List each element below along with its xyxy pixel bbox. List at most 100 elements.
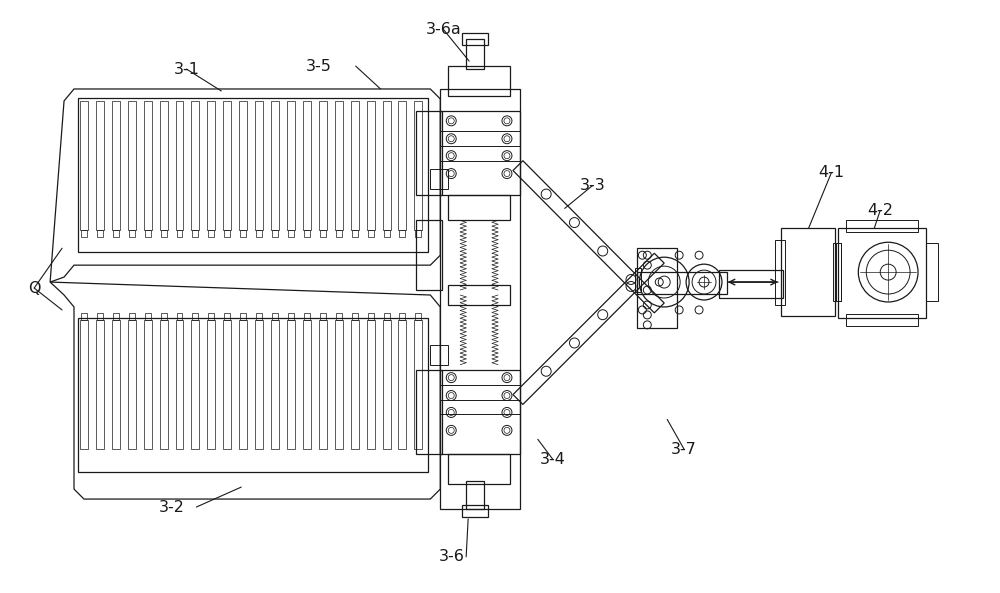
Bar [637, 248, 677, 328]
Bar [113, 230, 119, 237]
Bar [383, 101, 391, 230]
Bar [191, 101, 199, 230]
Bar [207, 320, 215, 449]
Bar [288, 230, 294, 237]
Bar [207, 101, 215, 230]
Bar [176, 320, 183, 449]
Bar [351, 320, 359, 449]
Bar [775, 240, 785, 305]
Bar [719, 270, 783, 298]
Bar [128, 101, 136, 230]
Text: Q: Q [28, 280, 40, 295]
Bar [144, 101, 152, 230]
Bar [415, 230, 421, 237]
Bar [160, 320, 168, 449]
Bar [352, 313, 358, 320]
Bar [81, 313, 87, 320]
Bar [336, 313, 342, 320]
Bar [208, 313, 214, 320]
Bar [177, 313, 182, 320]
Bar [240, 230, 246, 237]
Bar [335, 101, 343, 230]
Text: 3-5: 3-5 [306, 59, 332, 74]
Bar [430, 168, 448, 189]
Bar [112, 320, 120, 449]
Bar [240, 313, 246, 320]
Bar [208, 230, 214, 237]
Bar [440, 111, 520, 196]
Bar [416, 111, 442, 196]
Bar [368, 313, 374, 320]
Bar [384, 313, 390, 320]
Bar [833, 243, 841, 301]
Bar [383, 320, 391, 449]
Bar [352, 230, 358, 237]
Bar [462, 33, 488, 45]
Bar [192, 230, 198, 237]
Text: 3-2: 3-2 [159, 499, 184, 515]
Bar [161, 313, 167, 320]
Bar [367, 101, 375, 230]
Bar [398, 101, 406, 230]
Bar [223, 320, 231, 449]
Bar [440, 369, 520, 454]
Bar [255, 320, 263, 449]
Bar [255, 101, 263, 230]
Bar [838, 228, 926, 318]
Text: 4-1: 4-1 [818, 165, 845, 180]
Bar [466, 39, 484, 69]
Bar [144, 320, 152, 449]
Bar [191, 320, 199, 449]
Bar [462, 505, 488, 517]
Bar [836, 243, 841, 301]
Bar [781, 228, 835, 316]
Bar [846, 221, 918, 232]
Bar [384, 230, 390, 237]
Bar [272, 230, 278, 237]
Bar [440, 89, 520, 509]
Text: 3-1: 3-1 [173, 62, 199, 76]
Bar [320, 313, 326, 320]
Bar [160, 101, 168, 230]
Bar [448, 285, 510, 305]
Bar [351, 101, 359, 230]
Bar [319, 320, 327, 449]
Bar [448, 66, 510, 96]
Bar [399, 313, 405, 320]
Bar [239, 320, 247, 449]
Bar [320, 230, 326, 237]
Bar [256, 230, 262, 237]
Bar [303, 101, 311, 230]
Bar [846, 314, 918, 326]
Bar [78, 318, 428, 472]
Bar [80, 320, 88, 449]
Bar [635, 268, 641, 292]
Bar [368, 230, 374, 237]
Text: 3-6a: 3-6a [425, 22, 461, 37]
Bar [271, 320, 279, 449]
Bar [272, 313, 278, 320]
Bar [96, 320, 104, 449]
Bar [448, 454, 510, 484]
Bar [81, 230, 87, 237]
Bar [466, 481, 484, 509]
Bar [367, 320, 375, 449]
Bar [416, 369, 442, 454]
Bar [128, 320, 136, 449]
Text: 3-6: 3-6 [439, 549, 465, 565]
Bar [416, 221, 442, 290]
Bar [97, 313, 103, 320]
Bar [287, 320, 295, 449]
Bar [303, 320, 311, 449]
Bar [129, 230, 135, 237]
Bar [304, 230, 310, 237]
Bar [78, 98, 428, 252]
Text: 3-3: 3-3 [580, 178, 605, 193]
Bar [926, 243, 938, 301]
Bar [415, 313, 421, 320]
Bar [319, 101, 327, 230]
Bar [177, 230, 182, 237]
Text: 3-4: 3-4 [540, 452, 566, 467]
Bar [637, 272, 727, 294]
Bar [256, 313, 262, 320]
